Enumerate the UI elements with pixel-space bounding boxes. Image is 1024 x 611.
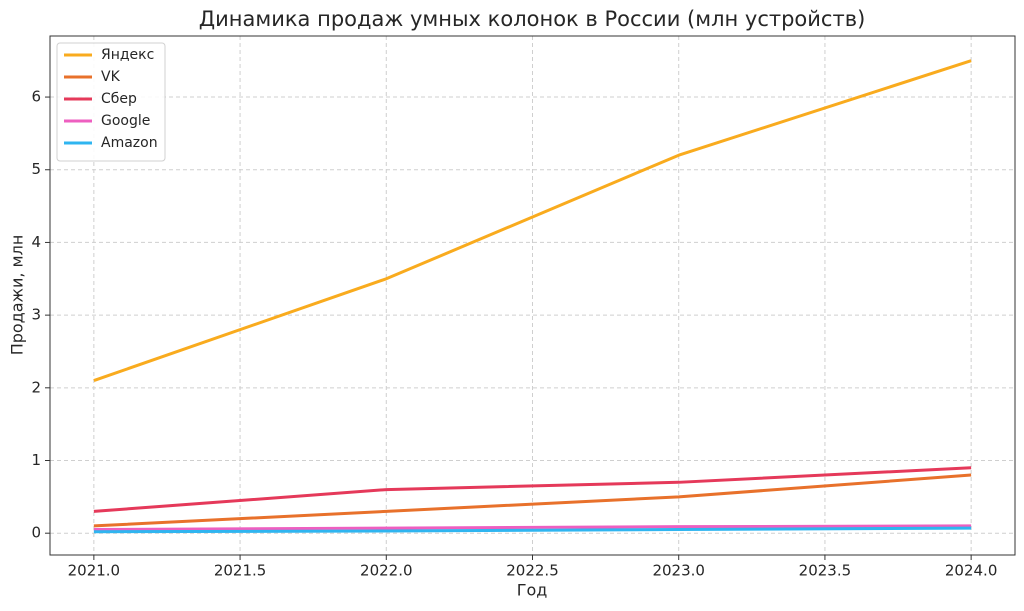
- legend-label: Яндекс: [101, 47, 154, 63]
- x-tick-label: 2021.0: [68, 562, 121, 580]
- legend-label: Google: [101, 113, 150, 129]
- y-tick-label: 1: [31, 451, 41, 469]
- y-tick-label: 2: [31, 378, 41, 396]
- x-tick-label: 2023.0: [652, 562, 705, 580]
- x-axis-label: Год: [517, 581, 548, 600]
- y-tick-label: 0: [31, 524, 41, 542]
- line-series: [93, 524, 972, 532]
- legend: Яндекс VK Сбер Google Amazon: [56, 42, 166, 162]
- y-tick-label: 6: [31, 88, 41, 106]
- x-tick-label: 2022.0: [360, 562, 413, 580]
- legend-label: Amazon: [101, 135, 158, 151]
- y-tick-label: 5: [31, 160, 41, 178]
- x-tick-label: 2022.5: [506, 562, 559, 580]
- line-series: [93, 466, 972, 513]
- chart-title: Динамика продаж умных колонок в России (…: [199, 7, 866, 31]
- y-tick-label: 3: [31, 306, 41, 324]
- legend-box: [56, 42, 166, 162]
- y-axis-label: Продажи, млн: [8, 235, 27, 356]
- line-series: [93, 473, 972, 528]
- x-tick-label: 2023.5: [799, 562, 852, 580]
- plot-frame: [49, 35, 1016, 556]
- legend-label: VK: [101, 69, 121, 85]
- x-tick-label: 2021.5: [214, 562, 267, 580]
- x-tick-label: 2024.0: [945, 562, 998, 580]
- line-series: [93, 526, 972, 534]
- line-series: [93, 59, 972, 382]
- legend-label: Сбер: [101, 91, 137, 107]
- y-tick-label: 4: [31, 233, 41, 251]
